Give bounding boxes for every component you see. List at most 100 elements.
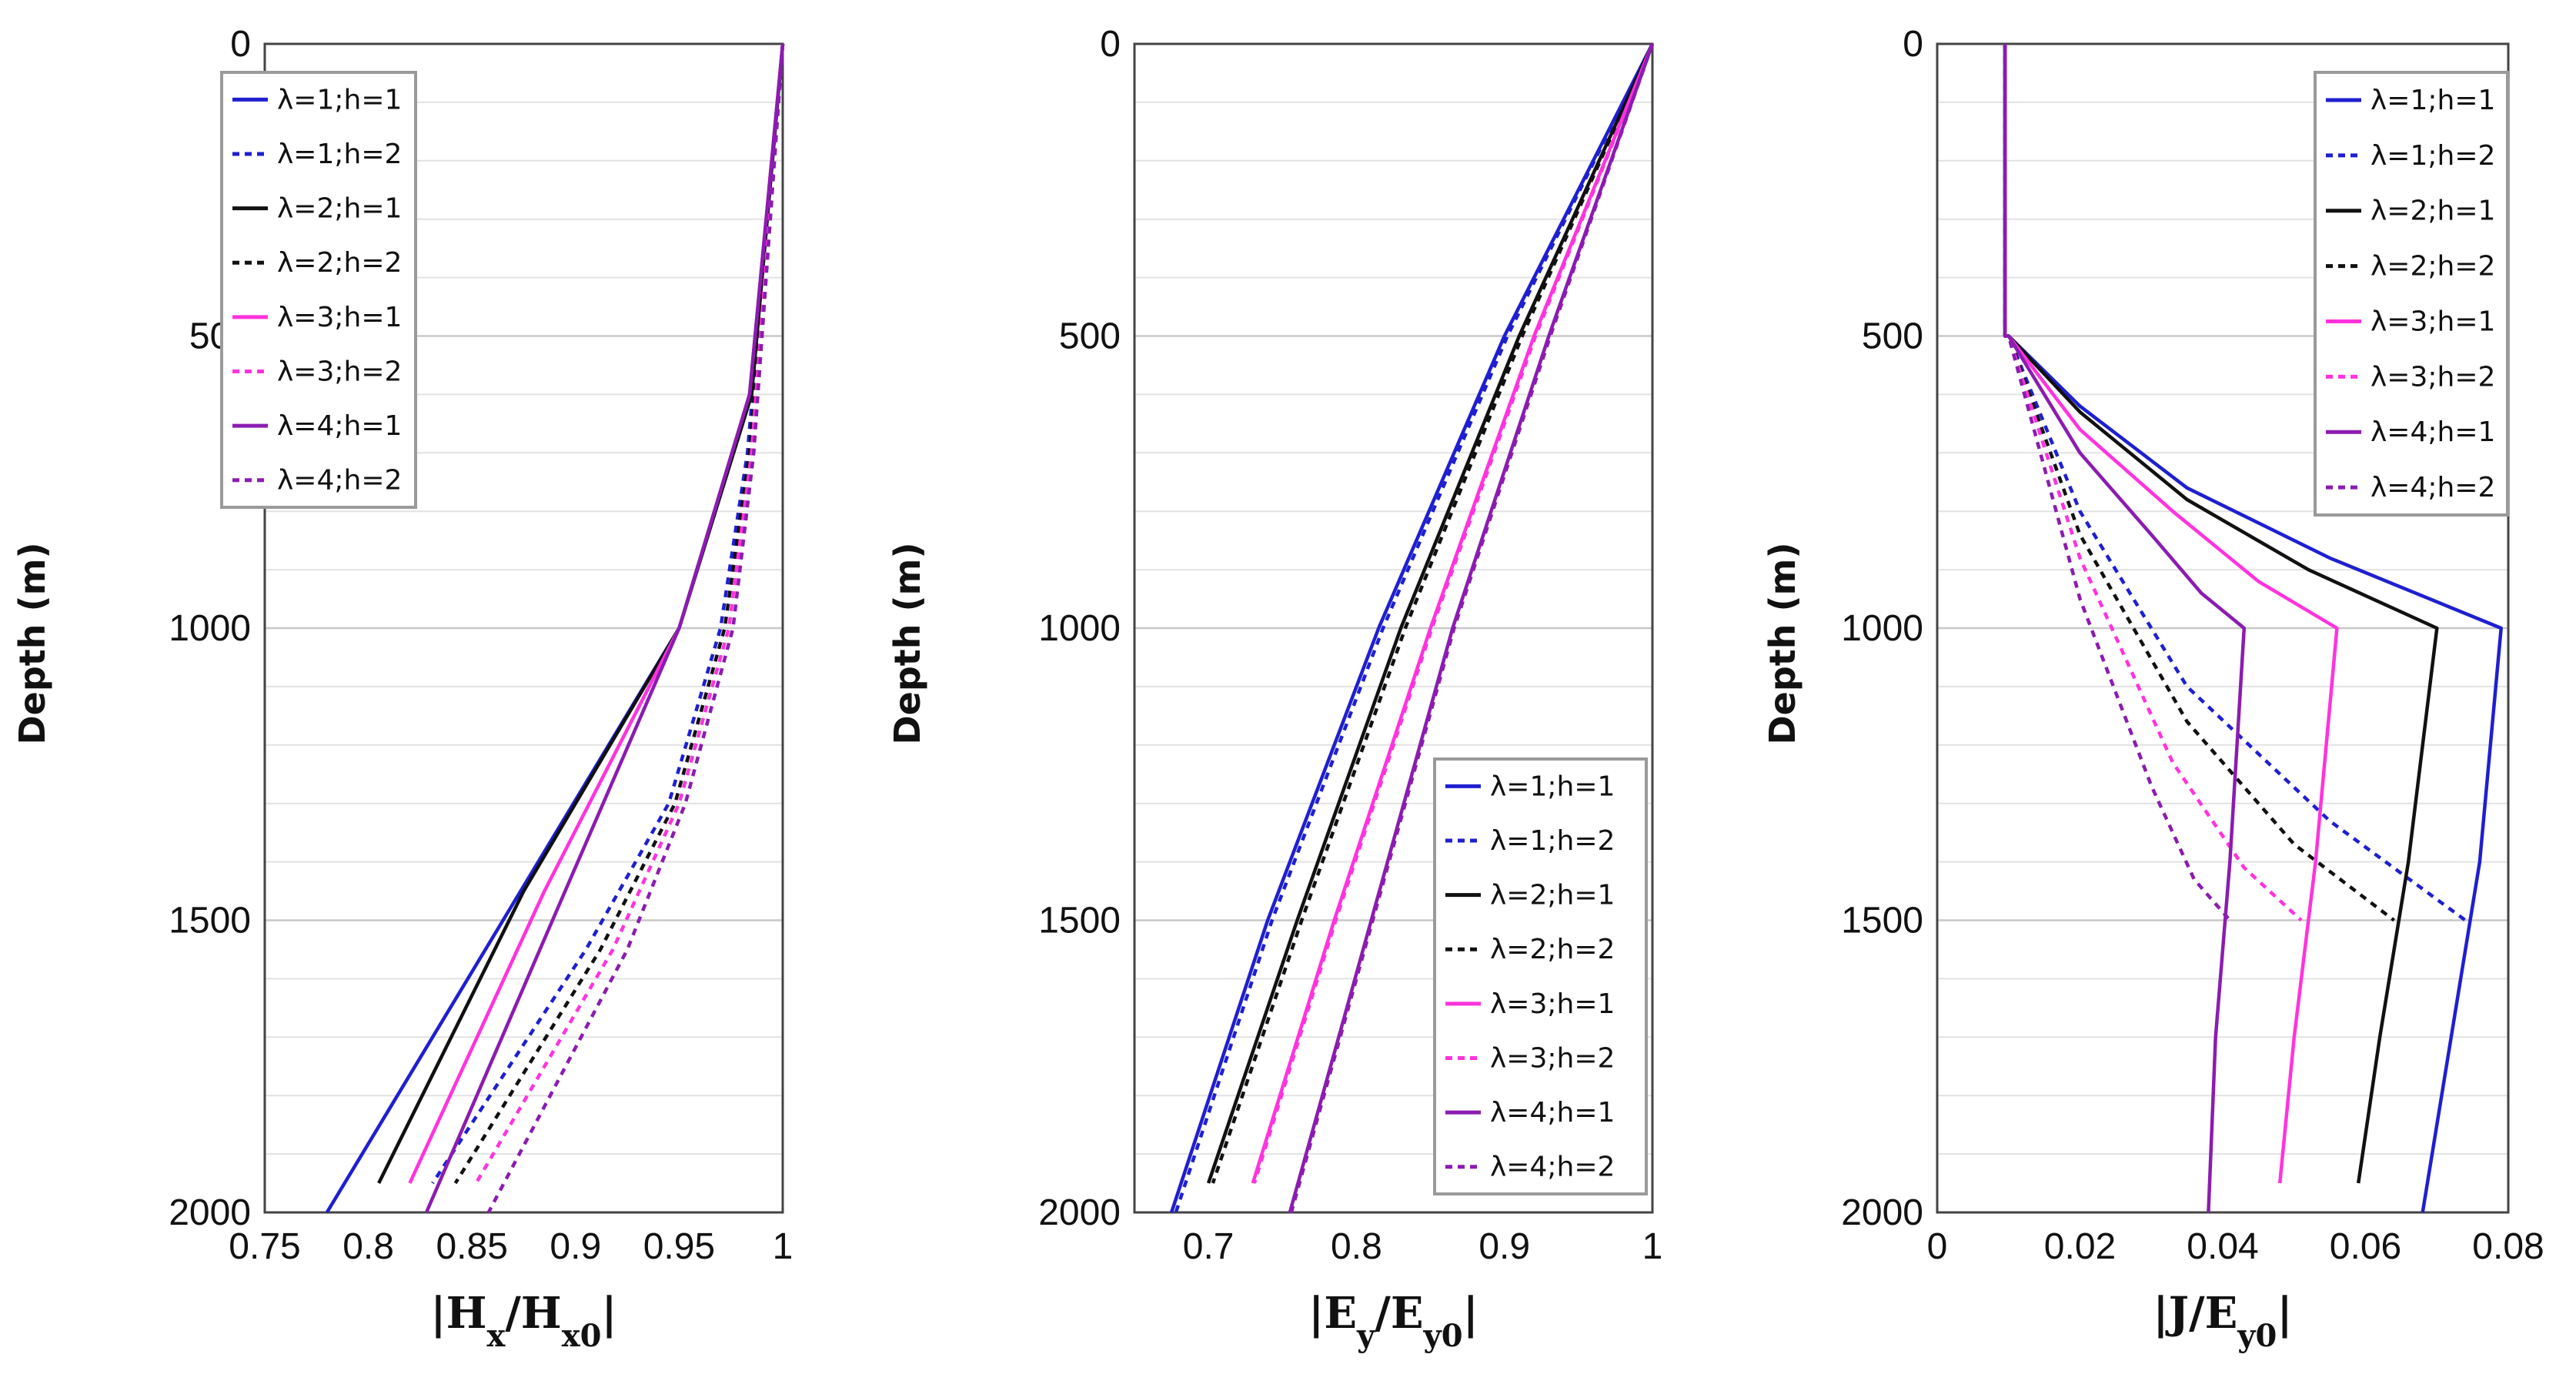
x-tick-label: 0.95: [643, 1226, 715, 1267]
y-tick-label: 1000: [1841, 608, 1923, 649]
legend-label: λ=1;h=2: [2371, 140, 2495, 172]
x-tick-label: 0.06: [2330, 1226, 2401, 1267]
legend-label: λ=4;h=2: [277, 465, 402, 497]
x-axis-label-part: |: [1463, 1288, 1478, 1339]
legend-label: λ=2;h=1: [2371, 196, 2495, 227]
x-tick-label: 0.8: [1331, 1226, 1382, 1267]
y-tick-label: 0: [1100, 24, 1121, 65]
x-tick-label: 0.75: [229, 1226, 300, 1267]
x-tick-label: 0.02: [2044, 1226, 2116, 1267]
legend-label: λ=2;h=2: [1490, 934, 1615, 965]
series-line: [453, 43, 785, 1185]
x-axis-label-subscript: y0: [1423, 1318, 1463, 1354]
series-line: [431, 43, 785, 1185]
legend-label: λ=3;h=1: [2371, 306, 2495, 337]
x-axis-label-part: /E: [1375, 1288, 1423, 1339]
legend-label: λ=3;h=1: [277, 302, 402, 333]
series-line: [1169, 42, 1655, 1213]
x-axis-label-part: |: [2277, 1288, 2292, 1339]
x-tick-label: 0.08: [2472, 1226, 2544, 1267]
x-axis-label: |J/Ey0|: [2153, 1288, 2292, 1354]
legend-label: λ=1;h=1: [277, 84, 402, 115]
series-line: [2003, 44, 2339, 1184]
series-line: [1289, 43, 1655, 1213]
series-line: [1174, 42, 1655, 1213]
y-tick-label: 0: [1903, 24, 1923, 65]
y-tick-label: 1000: [169, 608, 251, 649]
x-axis-label-subscript: x0: [562, 1318, 602, 1354]
x-tick-label: 1: [1642, 1226, 1663, 1267]
y-tick-label: 500: [1862, 316, 1923, 357]
x-axis-label-subscript: y0: [2237, 1318, 2277, 1354]
legend-label: λ=3;h=1: [1490, 988, 1615, 1020]
y-axis-label: Depth (m): [12, 542, 53, 744]
x-axis-label-part: |E: [1308, 1288, 1357, 1339]
y-tick-label: 1500: [1841, 901, 1923, 941]
chart-panel-middle: 0 500 1000 1500 2000 0.7 0.8 0.9 1 Depth (m) |Ey/E…: [887, 24, 1662, 1354]
legend-label: λ=3;h=2: [2371, 361, 2495, 393]
y-tick-label: 1500: [1038, 901, 1121, 941]
x-axis-label-part: |H: [430, 1288, 486, 1339]
x-tick-label: 0.7: [1183, 1226, 1235, 1267]
legend-label: λ=4;h=1: [277, 410, 402, 442]
legend-box: [1433, 757, 1648, 1195]
series-line: [408, 43, 785, 1184]
plot-frame: [1133, 42, 1654, 1214]
y-tick-label: 2000: [169, 1192, 251, 1233]
series-line: [377, 43, 785, 1185]
series-line: [1252, 43, 1655, 1184]
y-tick-label: 1000: [1038, 608, 1121, 649]
series-line: [2003, 44, 2231, 921]
x-tick-label: 0.85: [436, 1226, 507, 1267]
y-axis-label: Depth (m): [887, 542, 928, 744]
legend-label: λ=2;h=1: [277, 193, 402, 225]
legend-box: [2314, 71, 2509, 517]
x-axis-label-part: /H: [505, 1288, 561, 1339]
legend: λ=1;h=1 λ=1;h=2 λ=2;h=1 λ=2;h=2 λ=3;h=1 λ=3;h…: [2314, 71, 2509, 517]
series-line: [1206, 43, 1655, 1184]
legend-label: λ=4;h=1: [1490, 1097, 1615, 1129]
legend-label: λ=1;h=1: [1490, 771, 1615, 802]
series-line: [1211, 43, 1655, 1184]
legend-label: λ=3;h=2: [277, 356, 402, 387]
series-line: [474, 43, 785, 1185]
x-axis-label-part: |J/E: [2153, 1288, 2237, 1339]
x-tick-label: 0: [1927, 1226, 1948, 1267]
legend-label: λ=3;h=2: [1490, 1042, 1615, 1074]
x-axis-label: |Hx/Hx0|: [430, 1288, 617, 1354]
x-tick-label: 0.9: [550, 1226, 601, 1267]
x-tick-label: 0.8: [342, 1226, 394, 1267]
y-tick-label: 1500: [169, 901, 251, 941]
series-line: [486, 43, 785, 1214]
legend-label: λ=1;h=2: [1490, 825, 1615, 857]
y-tick-label: 2000: [1038, 1192, 1121, 1233]
x-tick-label: 0.04: [2187, 1226, 2258, 1267]
legend-label: λ=2;h=2: [2371, 251, 2495, 283]
plot-frame: [263, 42, 784, 1214]
y-axis-label: Depth (m): [1762, 542, 1803, 744]
legend-label: λ=2;h=2: [277, 247, 402, 279]
x-tick-label: 1: [773, 1226, 794, 1267]
x-axis-label-subscript: x: [486, 1318, 506, 1354]
legend-box: [220, 71, 417, 509]
legend: λ=1;h=1 λ=1;h=2 λ=2;h=1 λ=2;h=2 λ=3;h=1 λ=3;h…: [1433, 757, 1648, 1195]
legend-label: λ=1;h=1: [2371, 85, 2495, 116]
series-line: [424, 43, 785, 1213]
legend: λ=1;h=1 λ=1;h=2 λ=2;h=1 λ=2;h=2 λ=3;h=1 λ=3;h…: [220, 71, 417, 509]
x-axis-label-part: |: [601, 1288, 616, 1339]
y-tick-label: 0: [230, 24, 251, 65]
legend-label: λ=4;h=2: [2371, 472, 2495, 503]
legend-label: λ=2;h=1: [1490, 880, 1615, 911]
legend-label: λ=4;h=1: [2371, 416, 2495, 448]
legend-label: λ=4;h=2: [1490, 1152, 1615, 1183]
x-tick-label: 0.9: [1478, 1226, 1530, 1267]
legend-label: λ=1;h=2: [277, 139, 402, 170]
y-tick-label: 2000: [1841, 1192, 1923, 1233]
plot-frame: [1936, 42, 2510, 1214]
x-axis-label: |Ey/Ey0|: [1308, 1288, 1478, 1354]
x-axis-label-subscript: y: [1356, 1318, 1376, 1354]
y-tick-label: 500: [1059, 316, 1121, 357]
